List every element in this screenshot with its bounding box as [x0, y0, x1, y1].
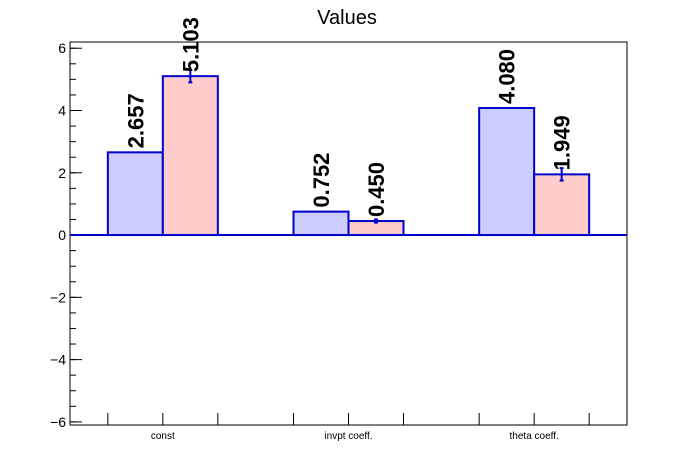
x-tick-label: const	[151, 431, 175, 442]
y-tick-label: 4	[58, 103, 66, 119]
value-label: 0.450	[364, 162, 389, 217]
x-axis: const invpt coeff. theta coeff.	[107, 413, 590, 442]
y-tick-label: 0	[58, 227, 66, 243]
bar-1-2	[533, 173, 591, 237]
x-tick-label: theta coeff.	[510, 431, 559, 442]
chart-title: Values	[317, 7, 377, 29]
value-label: 5.103	[178, 17, 203, 72]
y-tick-label: −6	[50, 414, 66, 430]
value-label: 2.657	[123, 93, 148, 148]
bar-0-1	[292, 210, 350, 237]
bar-1-0	[161, 75, 219, 237]
bar-0-2	[478, 107, 536, 237]
value-label: 4.080	[495, 49, 520, 104]
bar-0-0	[106, 151, 164, 237]
value-labels: 2.657 0.752 4.080 5.103 0.450 1.949	[123, 17, 574, 217]
y-tick-label: 2	[58, 165, 66, 181]
x-tick-label: invpt coeff.	[324, 431, 372, 442]
error-bars	[188, 68, 564, 224]
value-label: 0.752	[309, 153, 334, 208]
value-label: 1.949	[550, 115, 575, 170]
y-tick-label: −4	[50, 352, 66, 368]
y-axis: −6 −4 −2 0 2 4 6	[50, 40, 82, 430]
y-tick-label: 6	[58, 40, 66, 56]
y-tick-label: −2	[50, 289, 66, 305]
